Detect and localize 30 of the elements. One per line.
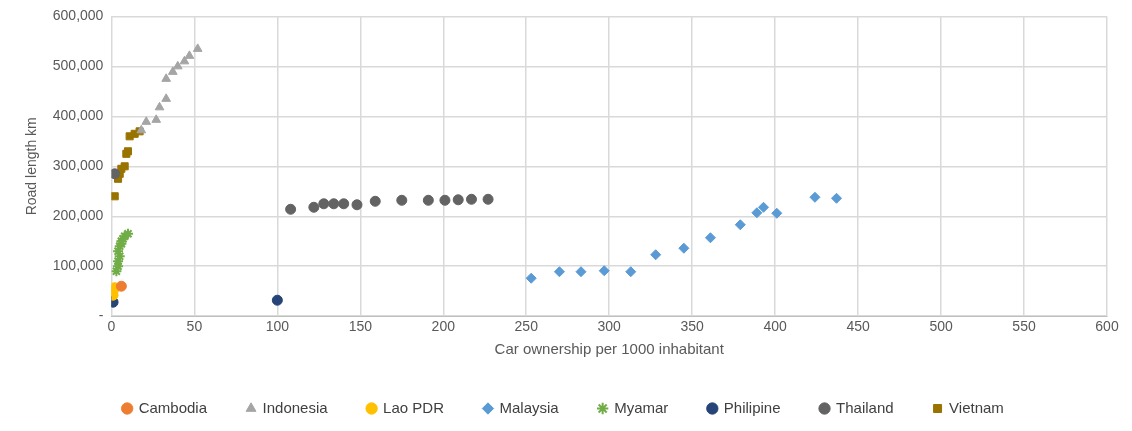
x-tick-label: 600 [1095,318,1119,335]
x-tick-label: 200 [431,318,456,335]
legend-label: Indonesia [262,398,329,416]
x-tick-label: 350 [680,318,705,335]
x-tick-label: 150 [348,318,373,335]
y-tick-label: 600,000 [52,7,104,24]
legend-label: Vietnam [949,398,1004,416]
x-tick-label: 100 [265,318,290,335]
y-tick-label: 500,000 [52,57,104,74]
y-tick-label: 100,000 [52,257,104,274]
x-tick-label: 250 [514,318,539,335]
x-tick-label: 400 [763,318,788,335]
legend-label: Malaysia [499,398,560,416]
y-tick-label: 400,000 [52,107,104,124]
legend-label: Lao PDR [383,398,445,416]
x-tick-label: 450 [846,318,870,335]
y-tick-label: 300,000 [52,157,104,174]
x-tick-label: 500 [929,318,953,335]
legend-label: Myamar [614,398,669,416]
x-axis-title: Car ownership per 1000 inhabitant [494,340,725,358]
y-axis-title: Road length km [23,117,40,216]
x-tick-label: 300 [597,318,622,335]
x-tick-label: 0 [107,318,116,335]
x-tick-label: 50 [186,318,203,335]
x-tick-label: 550 [1012,318,1036,335]
legend-label: Philipine [723,398,781,416]
legend-label: Thailand [836,398,894,416]
legend-label: Cambodia [138,398,208,416]
y-tick-label: - [98,307,104,324]
y-tick-label: 200,000 [52,207,104,224]
